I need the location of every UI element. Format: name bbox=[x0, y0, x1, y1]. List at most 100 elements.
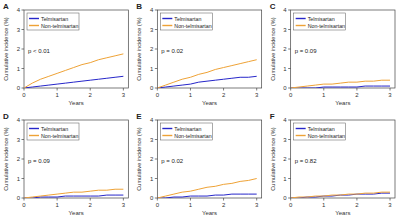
legend-swatch bbox=[296, 135, 306, 136]
y-tick bbox=[155, 139, 158, 140]
panel-title: D bbox=[3, 112, 9, 121]
x-tick-label: 2 bbox=[89, 202, 93, 208]
legend-swatch bbox=[29, 135, 39, 136]
y-tick-label: 3 bbox=[283, 137, 287, 143]
legend-swatch bbox=[29, 128, 39, 129]
y-tick bbox=[22, 49, 25, 50]
legend: TelmisartanNon-telmisartan bbox=[294, 13, 346, 30]
y-tick-label: 4 bbox=[17, 117, 21, 123]
legend-label: Non-telmisartan bbox=[41, 23, 78, 29]
y-tick-label: 3 bbox=[17, 27, 21, 33]
x-tick bbox=[390, 88, 391, 91]
x-axis-label: Years bbox=[69, 100, 84, 106]
panel: D012340123YearsCumulative incidence (%)T… bbox=[3, 112, 128, 216]
series-line bbox=[24, 54, 123, 88]
y-tick-label: 2 bbox=[17, 46, 21, 52]
y-tick bbox=[22, 10, 25, 11]
y-tick-label: 1 bbox=[17, 176, 21, 182]
legend: TelmisartanNon-telmisartan bbox=[160, 13, 212, 30]
x-axis-label: Years bbox=[335, 210, 350, 216]
y-tick-label: 4 bbox=[150, 7, 154, 13]
panel-title: B bbox=[136, 2, 142, 11]
y-tick-label: 4 bbox=[283, 7, 287, 13]
plot-frame bbox=[24, 120, 128, 198]
y-tick-label: 2 bbox=[283, 156, 287, 162]
x-tick bbox=[256, 88, 257, 91]
y-tick bbox=[155, 178, 158, 179]
x-tick-label: 3 bbox=[388, 202, 392, 208]
legend-box bbox=[294, 123, 346, 140]
y-tick-label: 0 bbox=[17, 195, 21, 201]
x-tick bbox=[57, 198, 58, 201]
x-tick-label: 0 bbox=[289, 202, 293, 208]
y-tick bbox=[288, 139, 291, 140]
x-tick bbox=[356, 198, 357, 201]
x-tick-label: 0 bbox=[22, 202, 26, 208]
y-tick bbox=[155, 10, 158, 11]
x-tick bbox=[90, 88, 91, 91]
x-tick bbox=[290, 88, 291, 91]
y-tick bbox=[155, 198, 158, 199]
series-line bbox=[24, 189, 123, 198]
legend-label: Telmisartan bbox=[41, 16, 68, 22]
x-tick bbox=[123, 198, 124, 201]
x-tick-label: 2 bbox=[355, 202, 359, 208]
marks bbox=[24, 54, 123, 88]
x-tick-label: 1 bbox=[189, 92, 193, 98]
legend-swatch bbox=[162, 135, 172, 136]
marks bbox=[157, 60, 256, 88]
series-line bbox=[157, 60, 256, 88]
panel-title: F bbox=[270, 112, 275, 121]
legend-box bbox=[27, 13, 79, 30]
series-line bbox=[24, 76, 123, 88]
y-tick bbox=[288, 178, 291, 179]
x-tick bbox=[90, 198, 91, 201]
x-tick bbox=[356, 88, 357, 91]
y-tick bbox=[288, 159, 291, 160]
legend-swatch bbox=[296, 18, 306, 19]
y-tick bbox=[22, 159, 25, 160]
y-axis-label: Cumulative incidence (%) bbox=[136, 127, 142, 191]
p-value: p = 0.09 bbox=[295, 48, 318, 54]
x-tick-label: 1 bbox=[55, 92, 59, 98]
y-tick bbox=[155, 29, 158, 30]
legend: TelmisartanNon-telmisartan bbox=[160, 123, 212, 140]
panel-title: E bbox=[136, 112, 142, 121]
legend-box bbox=[160, 13, 212, 30]
legend-label: Telmisartan bbox=[174, 16, 201, 22]
figure: A012340123YearsCumulative incidence (%)T… bbox=[0, 0, 400, 220]
y-tick-label: 1 bbox=[283, 66, 287, 72]
x-axis-label: Years bbox=[335, 100, 350, 106]
plot-frame bbox=[24, 10, 128, 88]
x-axis-label: Years bbox=[202, 210, 217, 216]
y-tick bbox=[288, 68, 291, 69]
y-tick-label: 2 bbox=[283, 46, 287, 52]
x-tick-label: 2 bbox=[89, 92, 93, 98]
x-tick-label: 0 bbox=[156, 202, 160, 208]
y-tick bbox=[288, 120, 291, 121]
panel: A012340123YearsCumulative incidence (%)T… bbox=[3, 2, 128, 106]
y-tick-label: 3 bbox=[17, 137, 21, 143]
y-tick bbox=[155, 88, 158, 89]
x-axis-label: Years bbox=[69, 210, 84, 216]
y-tick-label: 0 bbox=[150, 85, 154, 91]
legend: TelmisartanNon-telmisartan bbox=[27, 123, 79, 140]
y-tick-label: 3 bbox=[150, 27, 154, 33]
marks bbox=[291, 192, 390, 198]
legend: TelmisartanNon-telmisartan bbox=[294, 123, 346, 140]
panel-title: C bbox=[270, 2, 276, 11]
legend-label: Non-telmisartan bbox=[174, 23, 211, 29]
legend-label: Non-telmisartan bbox=[41, 133, 78, 139]
legend-label: Non-telmisartan bbox=[174, 133, 211, 139]
marks bbox=[157, 179, 256, 199]
y-tick bbox=[22, 88, 25, 89]
series-line bbox=[291, 80, 390, 88]
y-axis-label: Cumulative incidence (%) bbox=[136, 17, 142, 81]
p-value: p = 0.02 bbox=[161, 158, 184, 164]
y-tick bbox=[288, 10, 291, 11]
x-tick-label: 0 bbox=[156, 92, 160, 98]
p-value: p = 0.09 bbox=[28, 158, 51, 164]
legend-swatch bbox=[162, 25, 172, 26]
legend-box bbox=[294, 13, 346, 30]
legend-swatch bbox=[296, 128, 306, 129]
